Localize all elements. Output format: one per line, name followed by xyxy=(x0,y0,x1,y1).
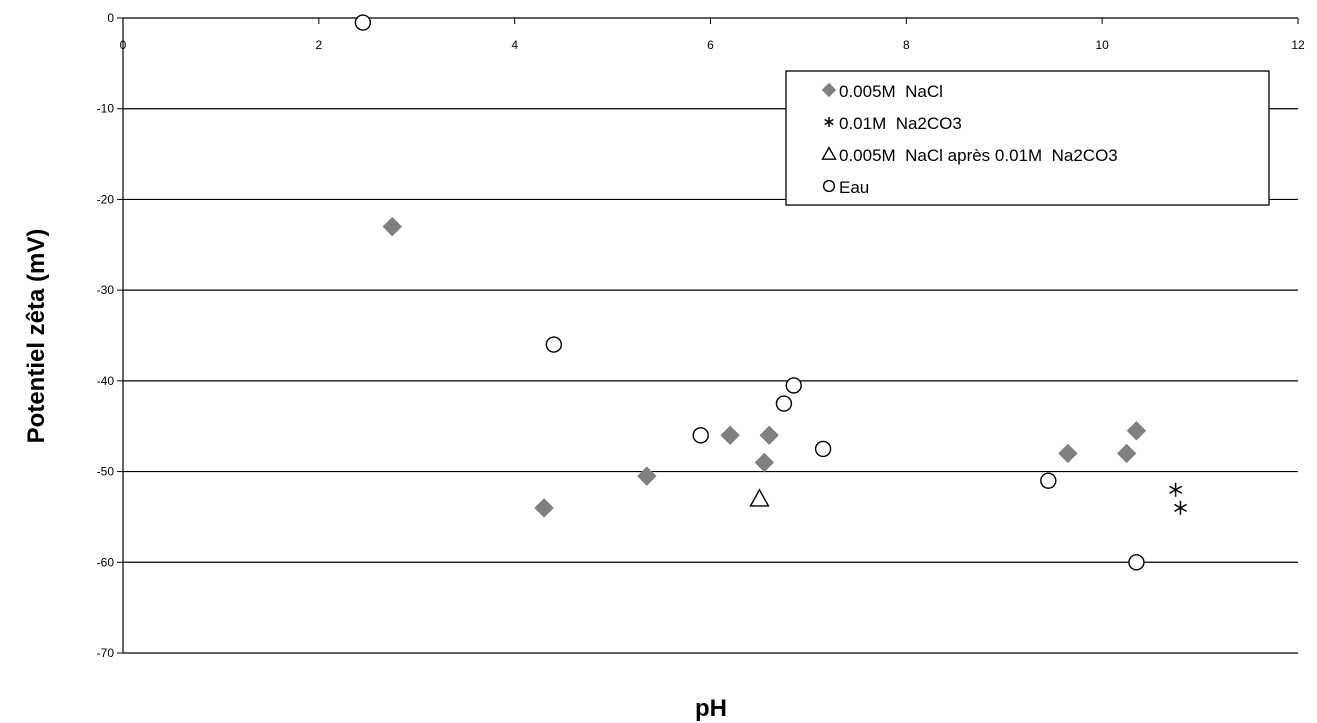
data-point-diamond xyxy=(637,466,657,486)
data-point-circle xyxy=(692,427,709,444)
data-point-diamond xyxy=(1116,443,1137,464)
y-axis-title: Potentiel zêta (mV) xyxy=(23,229,50,444)
x-tick-label: 0 xyxy=(120,38,127,52)
data-point-diamond xyxy=(534,498,554,518)
y-tick-label: -50 xyxy=(97,465,115,479)
legend-marker-asterisk xyxy=(824,116,834,128)
legend-label: 0.01M Na2CO3 xyxy=(839,114,962,133)
x-tick-label: 8 xyxy=(903,38,910,52)
data-point-diamond xyxy=(754,452,775,473)
legend-label: 0.005M NaCl après 0.01M Na2CO3 xyxy=(839,146,1118,165)
x-tick-label: 2 xyxy=(315,38,322,52)
legend-marker-triangle xyxy=(821,146,837,160)
gridlines xyxy=(123,108,1298,654)
x-axis-title: pH xyxy=(695,695,727,722)
legend-label: 0.005M NaCl xyxy=(839,82,943,101)
data-point-diamond xyxy=(382,216,402,237)
data-point-diamond xyxy=(720,425,740,445)
legend-marker-circle xyxy=(822,179,836,193)
y-tick-label: 0 xyxy=(107,11,114,25)
x-tick-label: 6 xyxy=(707,38,714,52)
y-tick-label: -60 xyxy=(97,555,115,569)
y-tick-label: -10 xyxy=(97,102,115,116)
legend-label: Eau xyxy=(839,178,869,197)
y-tick-label: -40 xyxy=(97,374,115,388)
data-point-circle xyxy=(785,377,802,394)
y-tick-label: -70 xyxy=(97,646,115,660)
x-tick-label: 10 xyxy=(1095,38,1109,52)
y-tick-label: -20 xyxy=(97,192,115,206)
legend-box xyxy=(785,70,1270,206)
data-point-diamond xyxy=(1126,421,1147,441)
x-tick-label: 4 xyxy=(511,38,518,52)
data-point-asterisk xyxy=(1174,500,1187,515)
y-tick-labels: 0 -10 -20 -30 -40 -50 -60 -70 xyxy=(97,11,123,660)
data-point-circle xyxy=(814,440,832,458)
y-tick-label: -30 xyxy=(97,283,115,297)
legend: 0.005M NaCl 0.01M Na2CO3 0.005M NaCl après… xyxy=(785,70,1270,206)
legend-marker-diamond xyxy=(821,82,837,98)
data-point-triangle xyxy=(749,488,770,507)
data-point-diamond xyxy=(1058,443,1078,464)
data-point-circle xyxy=(545,336,563,353)
data-points xyxy=(354,14,1187,571)
data-point-circle xyxy=(1040,472,1057,489)
data-point-circle xyxy=(1128,554,1145,571)
data-point-asterisk xyxy=(1169,482,1183,497)
data-point-circle xyxy=(775,395,793,412)
x-tick-labels: 0 2 4 6 8 10 12 xyxy=(120,18,1305,52)
data-point-circle xyxy=(354,14,372,31)
data-point-diamond xyxy=(759,425,779,445)
x-tick-label: 12 xyxy=(1291,38,1305,52)
